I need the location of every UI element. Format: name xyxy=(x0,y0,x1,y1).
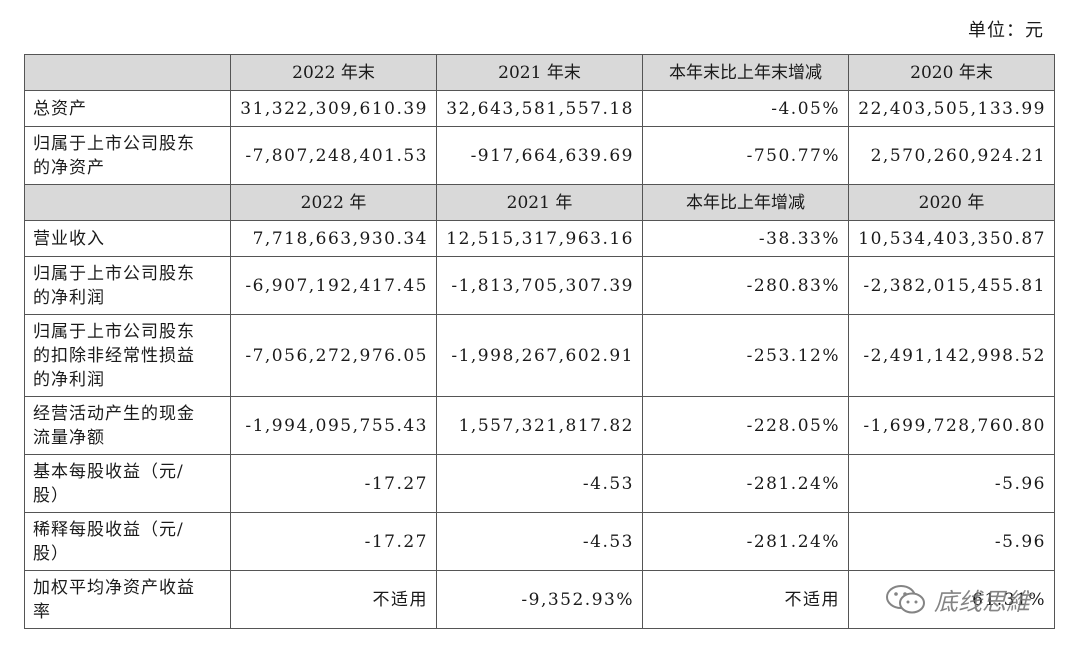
value-2020-cell: -2,382,015,455.81 xyxy=(848,256,1055,315)
column-header: 2020 年 xyxy=(848,184,1055,221)
column-header: 本年比上年增减 xyxy=(642,184,849,221)
table-row: 稀释每股收益（元/股） -17.27 -4.53 -281.24% -5.96 xyxy=(24,512,1055,571)
table-row: 基本每股收益（元/股） -17.27 -4.53 -281.24% -5.96 xyxy=(24,454,1055,513)
header-row-period: 2022 年 2021 年本年比上年增减 2020 年 xyxy=(24,184,1055,221)
value-2021-cell: -1,998,267,602.91 xyxy=(436,314,643,397)
table-row: 归属于上市公司股东 的净利润 -6,907,192,417.45 -1,813,705… xyxy=(24,256,1055,315)
value-2022-cell: 不适用 xyxy=(230,570,437,629)
value-2020-cell: -5.96 xyxy=(848,454,1055,513)
header-row-period-end: 2022 年末 2021 年末 本年末比上年末增减 2020 年末 xyxy=(24,54,1055,91)
table-row: 总资产 31,322,309,610.39 32,643,581,557.18 -4.… xyxy=(24,90,1055,127)
value-2021-cell: 12,515,317,963.16 xyxy=(436,220,643,257)
change-cell: 不适用 xyxy=(642,570,849,629)
row-label-line: 的扣除非经常性损益 xyxy=(33,345,195,366)
row-label-line: 的净利润 xyxy=(33,369,105,390)
row-label: 稀释每股收益（元/股） xyxy=(24,512,231,571)
header-blank-cell xyxy=(24,54,231,91)
row-label-line: 股） xyxy=(33,543,69,564)
change-cell: -228.05% xyxy=(642,396,849,455)
row-label-line: 营业收入 xyxy=(33,228,105,249)
value-2020-cell: -2,491,142,998.52 xyxy=(848,314,1055,397)
change-cell: -280.83% xyxy=(642,256,849,315)
value-2022-cell: -17.27 xyxy=(230,512,437,571)
row-label: 归属于上市公司股东 的净资产 xyxy=(24,126,231,185)
watermark-text: 底线思維 xyxy=(934,588,1030,616)
column-header: 2021 年 xyxy=(436,184,643,221)
value-2022-cell: 7,718,663,930.34 xyxy=(230,220,437,257)
value-2022-cell: -7,807,248,401.53 xyxy=(230,126,437,185)
unit-label: 单位：元 xyxy=(968,20,1044,41)
row-label: 总资产 xyxy=(24,90,231,127)
value-2021-cell: -9,352.93% xyxy=(436,570,643,629)
row-label: 基本每股收益（元/股） xyxy=(24,454,231,513)
wechat-icon xyxy=(886,584,925,613)
value-2020-cell: -5.96 xyxy=(848,512,1055,571)
value-2020-cell: 61.31% xyxy=(848,570,1055,629)
value-2020-cell: 2,570,260,924.21 xyxy=(848,126,1055,185)
financial-summary-table: 2022 年末 2021 年末 本年末比上年末增减 2020 年末总资产 31,322,… xyxy=(24,54,1055,629)
watermark: 底线思維 xyxy=(884,582,1030,617)
value-2020-cell: 10,534,403,350.87 xyxy=(848,220,1055,257)
row-label-line: 的净资产 xyxy=(33,157,105,178)
table-row: 经营活动产生的现金 流量净额 -1,994,095,755.43 1,557,321,… xyxy=(24,396,1055,455)
column-header: 2020 年末 xyxy=(848,54,1055,91)
row-label: 经营活动产生的现金 流量净额 xyxy=(24,396,231,455)
value-2022-cell: -17.27 xyxy=(230,454,437,513)
row-label-line: 的净利润 xyxy=(33,287,105,308)
value-2021-cell: -4.53 xyxy=(436,454,643,513)
row-label-line: 归属于上市公司股东 xyxy=(33,321,195,342)
row-label: 营业收入 xyxy=(24,220,231,257)
row-label-line: 股） xyxy=(33,485,69,506)
value-2021-cell: 32,643,581,557.18 xyxy=(436,90,643,127)
row-label-line: 经营活动产生的现金 xyxy=(33,403,195,424)
table-row: 归属于上市公司股东 的扣除非经常性损益 的净利润 -7,056,272,976.05-… xyxy=(24,314,1055,397)
column-header: 2022 年 xyxy=(230,184,437,221)
header-blank-cell xyxy=(24,184,231,221)
change-cell: -281.24% xyxy=(642,454,849,513)
value-2021-cell: -4.53 xyxy=(436,512,643,571)
row-label-line: 加权平均净资产收益 xyxy=(33,577,195,598)
change-cell: -253.12% xyxy=(642,314,849,397)
column-header: 2022 年末 xyxy=(230,54,437,91)
change-cell: -4.05% xyxy=(642,90,849,127)
row-label-line: 归属于上市公司股东 xyxy=(33,263,195,284)
change-cell: -38.33% xyxy=(642,220,849,257)
value-2022-cell: -6,907,192,417.45 xyxy=(230,256,437,315)
value-2021-cell: -1,813,705,307.39 xyxy=(436,256,643,315)
value-2022-cell: -7,056,272,976.05 xyxy=(230,314,437,397)
table-row: 加权平均净资产收益率不适用 -9,352.93% 不适用 61.31% xyxy=(24,570,1055,629)
column-header: 本年末比上年末增减 xyxy=(642,54,849,91)
value-2022-cell: 31,322,309,610.39 xyxy=(230,90,437,127)
table-row: 归属于上市公司股东 的净资产 -7,807,248,401.53 -917,664,6… xyxy=(24,126,1055,185)
value-2020-cell: 22,403,505,133.99 xyxy=(848,90,1055,127)
row-label-line: 基本每股收益（元/ xyxy=(33,461,184,482)
row-label-line: 归属于上市公司股东 xyxy=(33,133,195,154)
row-label-line: 总资产 xyxy=(33,98,87,119)
row-label: 加权平均净资产收益率 xyxy=(24,570,231,629)
change-cell: -281.24% xyxy=(642,512,849,571)
change-cell: -750.77% xyxy=(642,126,849,185)
row-label-line: 流量净额 xyxy=(33,427,105,448)
row-label-line: 稀释每股收益（元/ xyxy=(33,519,184,540)
row-label-line: 率 xyxy=(33,601,51,622)
value-2020-cell: -1,699,728,760.80 xyxy=(848,396,1055,455)
value-2021-cell: -917,664,639.69 xyxy=(436,126,643,185)
value-2021-cell: 1,557,321,817.82 xyxy=(436,396,643,455)
row-label: 归属于上市公司股东 的扣除非经常性损益 的净利润 xyxy=(24,314,231,397)
row-label: 归属于上市公司股东 的净利润 xyxy=(24,256,231,315)
value-2022-cell: -1,994,095,755.43 xyxy=(230,396,437,455)
table-row: 营业收入 7,718,663,930.34 12,515,317,963.16 -38… xyxy=(24,220,1055,257)
column-header: 2021 年末 xyxy=(436,54,643,91)
